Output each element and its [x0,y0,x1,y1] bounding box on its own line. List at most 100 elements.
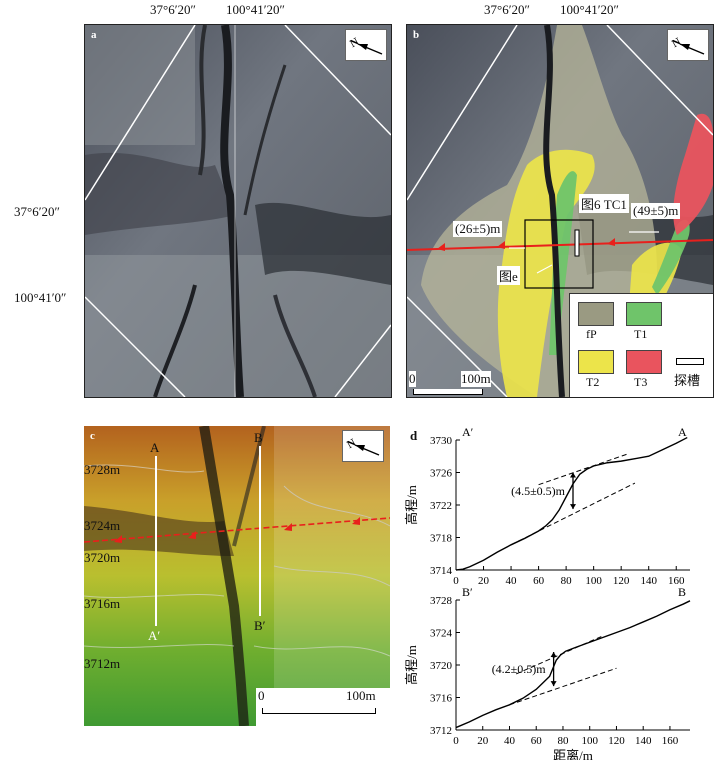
panel-c-letter: c [90,430,95,442]
panel-a-top-coord-1: 37°6′20″ [150,2,196,17]
scale-bar-b [413,389,483,395]
legend: fP T1 T2 T3 探槽 [569,293,713,397]
north-arrow-icon: N [342,430,384,462]
panel-b-top-coord-2: 100°41′20″ [560,2,619,17]
y-tick-label: 3724 [430,628,453,640]
profile-line [455,600,691,729]
panel-b-top-coord-1: 37°6′20″ [484,2,530,17]
panel-b-interpreted-map: b N (26±5)m (49±5)m 图6 TC1 图e 0 100m fP … [406,24,714,398]
contour-label-3724: 3724m [84,518,121,533]
legend-label-t1: T1 [634,327,648,341]
svg-text:N: N [670,36,683,50]
x-tick-label: 0 [453,575,459,587]
legend-swatch-trench [676,358,704,365]
north-arrow-c-icon: N [345,437,380,456]
north-arrow-icon: N [667,29,709,61]
unit-t2-1 [497,149,595,397]
panel-a-satellite-image: a N [84,24,392,398]
y-axis-label: 高程/m [404,645,419,685]
profile-start-label: B′ [462,585,473,599]
x-tick-label: 80 [557,735,569,747]
profile-charts: 3714 3718 3722 3726 3730 0 20 40 60 80 100 120 140 16… [404,425,691,760]
x-tick-label: 100 [585,575,602,587]
y-tick-label: 3728 [430,595,453,607]
panel-c-dem-hillshade: c N A A′ B B′ 0 100m [84,426,390,726]
x-tick-label: 140 [640,575,657,587]
panel-a-letter: a [91,29,97,41]
contour-label-3716: 3716m [84,596,121,611]
contour-label-3712: 3712m [84,656,121,671]
lower-trend-line [509,667,617,706]
legend-swatch-fp [578,302,614,326]
scale-c-hundred: 100m [346,688,376,703]
offset-annotation: (4.5±0.5)m [511,484,566,498]
offset-arrow-head-top [570,472,576,478]
x-tick-label: 100 [581,735,598,747]
scale-c-zero: 0 [258,688,265,703]
x-tick-label: 40 [506,575,518,587]
legend-swatch-t2 [578,350,614,374]
offset-annotation: (4.2±0.5)m [492,662,547,676]
x-tick-label: 160 [662,735,679,747]
profile-end-label: A [678,425,687,439]
fige-ref-label: 图e [497,266,520,285]
x-tick-label: 120 [613,575,630,587]
legend-label-fp: fP [586,327,597,341]
profile-start-label: A′ [462,425,474,439]
lower-trend-line [510,482,636,546]
y-axis-label: 高程/m [404,485,419,525]
legend-label-t2: T2 [586,375,600,389]
y-tick-label: 3730 [430,435,453,447]
scale-bar-c-box [256,688,390,726]
offset-label-left: (26±5)m [453,221,503,237]
panel-a-left-coord-2: 100°41′0″ [14,290,67,305]
offset-arrow-head-bottom [550,681,557,687]
profile-label-b-prime: B′ [254,618,266,633]
panel-d-letter: d [410,428,418,443]
legend-swatch-t3 [626,350,662,374]
tc1-ref-text: TC1 [603,197,627,212]
contour-label-3720: 3720m [84,550,121,565]
panel-a-top-coord-2: 100°41′20″ [226,2,285,17]
x-tick-label: 60 [531,735,543,747]
svg-text:N: N [345,437,358,451]
x-tick-label: 20 [478,575,490,587]
trench-tc1 [574,229,580,257]
profile-label-a-prime: A′ [148,628,161,643]
x-tick-label: 80 [561,575,573,587]
profile-label-a: A [150,440,160,455]
x-tick-label: 0 [453,735,459,747]
y-tick-label: 3722 [430,500,452,512]
y-tick-label: 3718 [430,533,453,545]
x-axis-label: 距离/m [553,748,593,760]
satellite-image-a [85,25,391,397]
offset-arrow-head-bottom [570,504,576,510]
dem-map-c [84,426,390,726]
fault-line-c [84,517,390,543]
y-tick-label: 3714 [430,565,453,577]
contour-label-3728: 3728m [84,462,121,477]
x-tick-label: 60 [533,575,545,587]
x-tick-label: 20 [477,735,489,747]
x-tick-label: 140 [635,735,652,747]
y-tick-label: 3726 [430,468,453,480]
north-arrow-b-icon: N [670,36,705,55]
fig6-ref-text: 图6 [581,197,601,212]
scale-b-hundred: 100m [461,371,491,387]
fault-line [407,239,713,251]
fig6-ref-label: 图6 TC1 [579,194,629,213]
x-tick-label: 120 [608,735,625,747]
panel-a-left-coord-1: 37°6′20″ [14,204,60,219]
legend-label-t3: T3 [634,375,648,389]
y-tick-label: 3716 [430,693,453,705]
profile-label-b: B [254,430,263,445]
fig-e-box [524,219,594,289]
profile-end-label: B [678,585,686,599]
panel-b-letter: b [413,29,420,41]
north-arrow-icon: N [345,29,387,61]
north-arrow-a-icon: N [348,36,383,55]
legend-swatch-t1 [626,302,662,326]
scale-b-zero: 0 [409,371,416,387]
profile-line [455,436,688,571]
svg-text:N: N [348,36,361,50]
